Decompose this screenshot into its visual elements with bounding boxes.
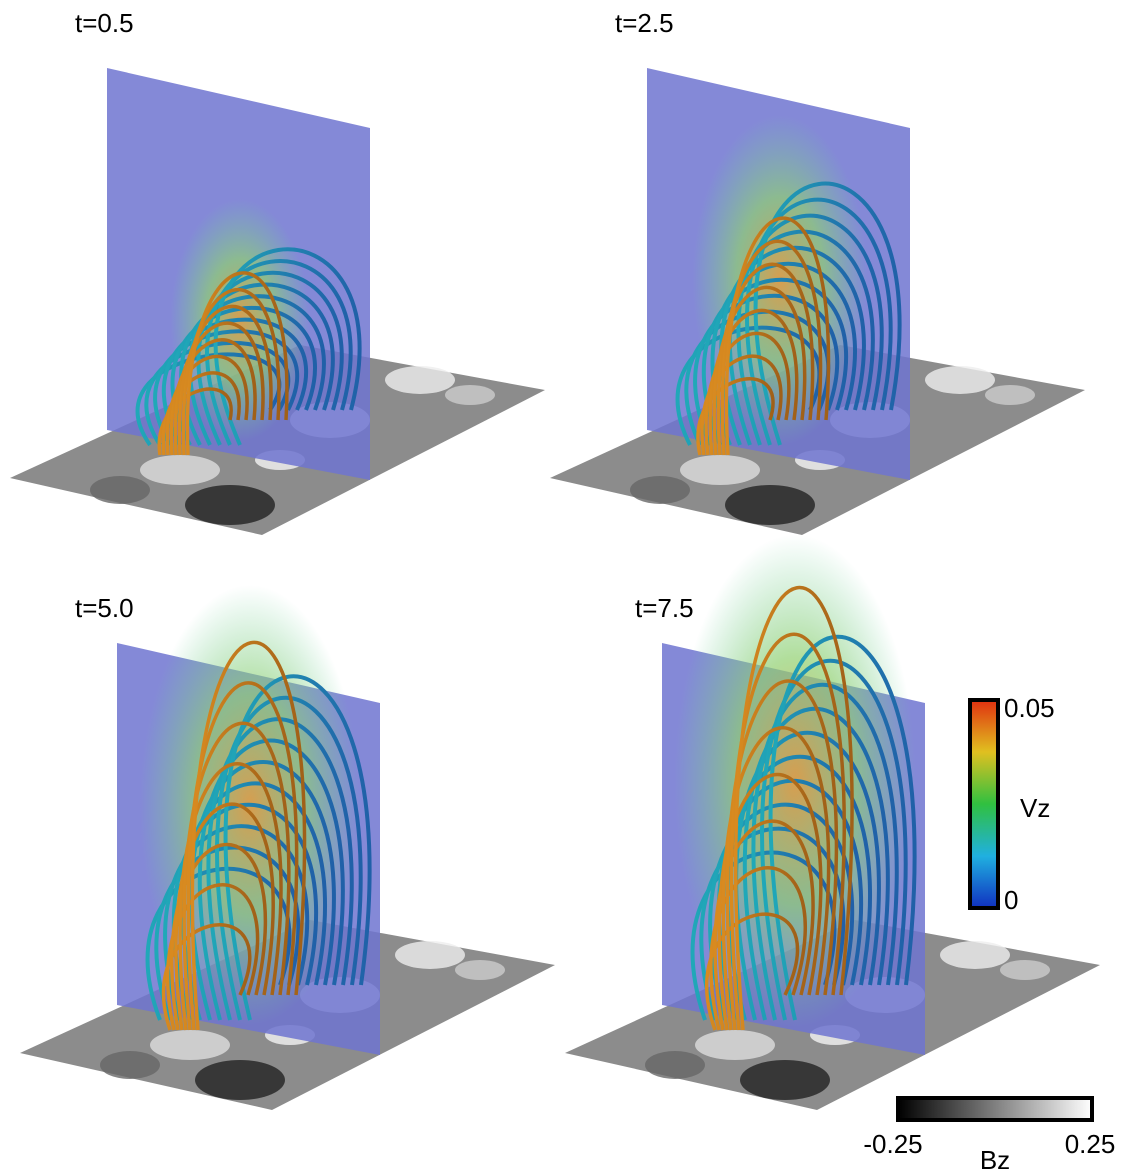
vz-max: 0.05	[1004, 693, 1055, 723]
figure: t=0.5 t=2.5 t=5.0 t=7.5 0.05 Vz 0 -0.25 Bz …	[0, 0, 1131, 1175]
bz-min: -0.25	[863, 1129, 922, 1159]
panel-title: t=2.5	[615, 8, 674, 38]
bz-label: Bz	[980, 1145, 1010, 1175]
magnetogram-patch	[940, 941, 1010, 969]
panel-title: t=0.5	[75, 8, 134, 38]
magnetogram-patch	[445, 385, 495, 405]
magnetogram-patch	[695, 1030, 775, 1060]
panel	[20, 585, 555, 1110]
panel-title: t=5.0	[75, 593, 134, 623]
magnetogram-patch	[925, 366, 995, 394]
panel	[10, 68, 545, 535]
vz-colorbar: 0.05 Vz 0	[970, 693, 1055, 915]
magnetogram-patch	[100, 1051, 160, 1079]
magnetogram-patch	[195, 1060, 285, 1100]
bz-max: 0.25	[1065, 1129, 1116, 1159]
magnetogram-patch	[90, 476, 150, 504]
vz-min: 0	[1004, 885, 1018, 915]
bz-colorbar: -0.25 Bz 0.25	[863, 1098, 1115, 1175]
panel	[550, 68, 1085, 535]
magnetogram-patch	[1000, 960, 1050, 980]
magnetogram-patch	[140, 455, 220, 485]
magnetogram-patch	[985, 385, 1035, 405]
magnetogram-patch	[150, 1030, 230, 1060]
magnetogram-patch	[385, 366, 455, 394]
magnetogram-patch	[740, 1060, 830, 1100]
magnetogram-patch	[395, 941, 465, 969]
magnetogram-patch	[645, 1051, 705, 1079]
magnetogram-patch	[455, 960, 505, 980]
panel-title: t=7.5	[635, 593, 694, 623]
vz-label: Vz	[1020, 793, 1050, 823]
magnetogram-patch	[680, 455, 760, 485]
vz-colorbar-bar	[970, 700, 998, 908]
panels: t=0.5 t=2.5 t=5.0 t=7.5	[10, 8, 1100, 1110]
bz-colorbar-bar	[898, 1098, 1092, 1120]
magnetogram-patch	[630, 476, 690, 504]
magnetogram-patch	[725, 485, 815, 525]
magnetogram-patch	[185, 485, 275, 525]
